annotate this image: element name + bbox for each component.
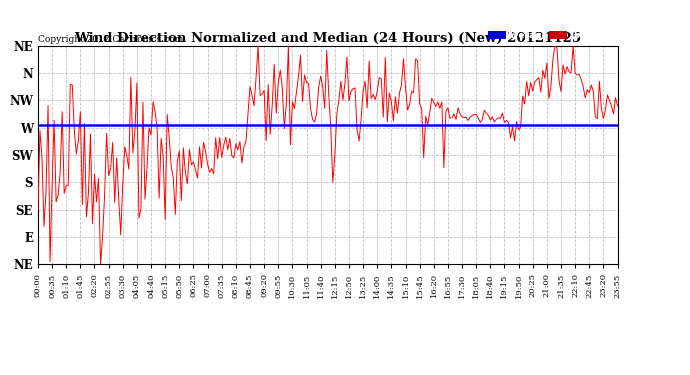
- Text: Copyright 2012 Cartronics.com: Copyright 2012 Cartronics.com: [38, 34, 184, 44]
- Legend: Average, Direction: Average, Direction: [486, 29, 618, 42]
- Title: Wind Direction Normalized and Median (24 Hours) (New) 20121125: Wind Direction Normalized and Median (24…: [75, 32, 581, 45]
